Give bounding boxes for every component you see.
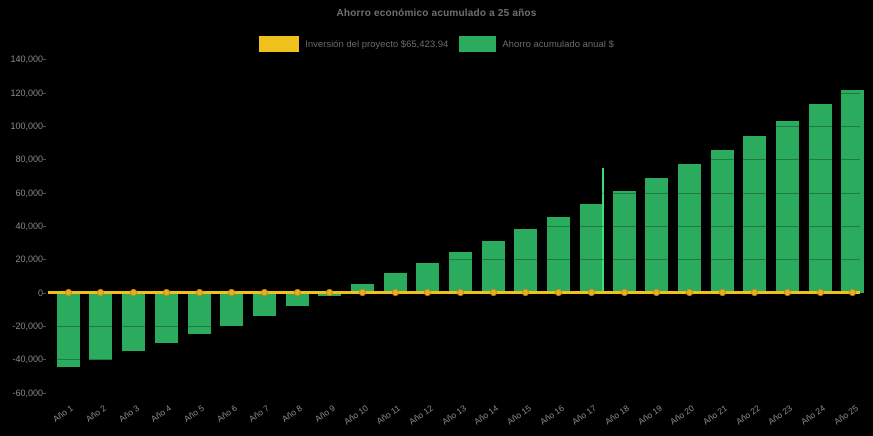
line-marker — [326, 289, 334, 297]
line-marker — [64, 289, 72, 297]
gridline — [48, 192, 860, 194]
line-marker — [457, 289, 465, 297]
line-marker — [359, 289, 366, 297]
chart-bar — [187, 292, 211, 335]
chart-bar — [677, 163, 701, 293]
y-axis-label: 0 — [37, 287, 43, 298]
legend-item-ahorro[interactable]: Ahorro acumulado anual $ — [459, 36, 614, 52]
line-marker — [489, 289, 497, 297]
chart-bar — [383, 273, 407, 293]
inversion-swatch-icon — [259, 36, 300, 52]
line-marker — [816, 289, 824, 297]
y-axis-label: -60,000 — [12, 387, 43, 398]
line-marker — [849, 289, 857, 297]
line-marker — [587, 289, 595, 297]
y-axis-tick — [42, 392, 46, 394]
line-marker — [97, 289, 105, 297]
chart-bar — [416, 262, 440, 293]
y-axis-tick — [42, 92, 46, 94]
line-marker — [783, 289, 791, 297]
line-marker — [620, 289, 628, 297]
y-axis-label: 20,000 — [15, 254, 43, 265]
y-axis-label: 80,000 — [15, 154, 43, 165]
line-marker — [718, 289, 726, 297]
chart-bar — [645, 178, 669, 293]
chart-bar — [547, 217, 571, 293]
chart-bar — [351, 284, 374, 293]
chart-bar — [252, 292, 276, 317]
y-axis-label: 120,000 — [10, 87, 43, 98]
y-axis-label: 100,000 — [10, 120, 43, 131]
gridline — [48, 392, 860, 394]
line-marker — [195, 289, 203, 297]
ahorro-swatch-icon — [459, 36, 497, 52]
chart-bar — [775, 121, 799, 293]
chart-bar — [514, 229, 538, 293]
y-axis-label: 140,000 — [10, 54, 43, 65]
legend-label-ahorro: Ahorro acumulado anual $ — [502, 38, 614, 50]
line-marker — [653, 289, 661, 297]
line-marker — [162, 289, 170, 297]
y-axis-tick — [42, 326, 46, 328]
gridline — [48, 226, 860, 227]
chart-bar — [841, 90, 865, 293]
y-axis-label: 60,000 — [15, 187, 43, 198]
y-axis-tick — [42, 125, 46, 127]
chart-bar — [449, 252, 473, 293]
y-axis-tick — [42, 359, 46, 361]
line-marker — [424, 289, 432, 297]
y-axis-label: -20,000 — [12, 321, 43, 332]
y-axis-tick — [42, 192, 46, 194]
line-marker — [555, 289, 563, 297]
y-axis-tick — [42, 59, 46, 61]
line-marker — [685, 289, 693, 297]
chart-title: Ahorro económico acumulado a 25 años — [336, 8, 537, 19]
line-marker — [130, 289, 138, 297]
chart-bar — [481, 241, 505, 293]
chart-bar — [122, 292, 146, 351]
chart-bar — [220, 292, 244, 326]
chart-bar — [56, 292, 80, 367]
chart-bar — [579, 203, 603, 293]
line-marker — [391, 289, 399, 297]
line-marker — [228, 289, 236, 297]
chart-bar — [612, 190, 636, 293]
chart-bar — [154, 292, 178, 343]
y-axis-label: 40,000 — [15, 221, 43, 231]
chart-bar — [743, 135, 767, 293]
y-axis-tick — [42, 159, 46, 161]
chart-bar — [710, 150, 734, 293]
line-marker — [522, 289, 530, 297]
line-marker — [751, 289, 759, 297]
gridline — [48, 92, 860, 94]
chart-bar — [285, 292, 309, 306]
chart-legend: Inversión del proyecto $65,423.94 Ahorro… — [0, 34, 873, 54]
legend-label-inversion: Inversión del proyecto $65,423.94 — [305, 38, 449, 50]
legend-item-inversion[interactable]: Inversión del proyecto $65,423.94 — [259, 36, 448, 52]
gridline — [48, 359, 860, 361]
gridline — [48, 326, 860, 328]
gridline — [48, 259, 860, 261]
y-axis-tick — [42, 259, 46, 261]
y-axis-tick — [42, 226, 46, 227]
gridline — [48, 59, 860, 61]
y-axis-tick — [42, 292, 46, 294]
line-marker — [293, 289, 301, 297]
gridline — [48, 125, 860, 127]
gridline — [48, 159, 860, 161]
chart-bar — [808, 104, 832, 293]
y-axis-label: -40,000 — [12, 354, 43, 365]
chart-bar — [89, 292, 113, 360]
cursor-artifact-line — [601, 168, 604, 293]
investment-line — [48, 291, 860, 294]
line-marker — [260, 289, 268, 297]
